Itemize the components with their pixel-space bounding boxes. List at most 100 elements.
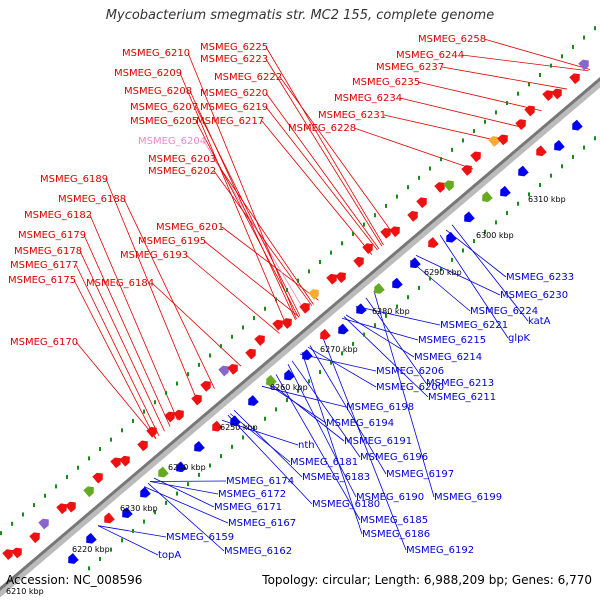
leader-line (261, 385, 347, 408)
tick-dot (341, 241, 343, 246)
tick-dot (517, 201, 519, 206)
tick-dot (451, 147, 453, 152)
forward-gene-label: MSMEG_6188 (58, 194, 126, 205)
scale-tick-label: 6270 kbp (320, 345, 358, 354)
leader-line (149, 481, 219, 495)
tick-dot (440, 157, 442, 162)
tick-dot (484, 229, 486, 234)
forward-gene-label: MSMEG_6244 (396, 50, 464, 61)
page-title: Mycobacterium smegmatis str. MC2 155, co… (105, 8, 495, 23)
leader-line (189, 90, 296, 320)
reverse-gene-feature (176, 461, 187, 473)
tick-dot (594, 26, 596, 31)
reverse-gene-feature (338, 323, 349, 335)
tick-dot (374, 323, 376, 328)
tick-dot (385, 313, 387, 318)
leader-line (451, 224, 529, 322)
leader-line (343, 316, 429, 398)
reverse-gene-feature (122, 507, 133, 518)
leader-line (299, 353, 377, 372)
leader-line (203, 240, 300, 318)
forward-gene-feature (29, 532, 40, 544)
reverse-gene-feature (320, 328, 331, 340)
length-value: 6,988,209 bp; (423, 573, 509, 587)
tick-dot (154, 510, 156, 515)
tick-dot (539, 183, 541, 187)
forward-gene-feature (569, 73, 580, 85)
forward-gene-label: MSMEG_6210 (122, 48, 190, 59)
tick-dot (22, 512, 24, 517)
reverse-gene-feature (464, 211, 475, 223)
genome-backbone (0, 77, 600, 598)
tick-dot (132, 528, 134, 533)
scale-tick-label: 6240 kbp (168, 463, 206, 472)
tick-dot (308, 269, 310, 274)
reverse-gene-label: MSMEG_6233 (506, 272, 574, 283)
leader-line (383, 114, 505, 143)
reverse-gene-label: glpK (508, 333, 530, 344)
accession-label: Accession: (6, 573, 70, 587)
leader-line (321, 335, 407, 551)
reverse-gene-feature (86, 532, 97, 544)
tick-dot (583, 35, 585, 40)
leader-line (483, 38, 591, 70)
leader-line (309, 345, 387, 475)
forward-gene-label: MSMEG_6225 (200, 42, 268, 53)
topology-value: circular; (322, 573, 371, 587)
scale-tick-label: 6310 kbp (528, 195, 566, 204)
tick-dot (198, 472, 200, 477)
forward-gene-feature (362, 243, 373, 255)
tick-dot (341, 351, 343, 356)
leader-line (143, 486, 229, 524)
reverse-gene-label: nth (298, 440, 315, 451)
forward-gene-feature (497, 134, 508, 146)
leader-line (265, 92, 380, 250)
tick-dot (0, 531, 2, 536)
reverse-gene-label: MSMEG_6200 (376, 382, 444, 393)
reverse-gene-label: MSMEG_6185 (360, 515, 428, 526)
tick-dot (561, 54, 563, 59)
forward-gene-feature (38, 518, 49, 530)
backbone-shadow (0, 78, 600, 598)
leader-line (365, 297, 427, 384)
tick-dot (176, 381, 178, 386)
reverse-gene-feature (482, 191, 493, 202)
reverse-gene-feature (446, 231, 457, 243)
tick-dot (99, 557, 101, 561)
tick-dot (550, 63, 552, 68)
leader-line (97, 525, 159, 556)
forward-gene-label: MSMEG_6209 (114, 68, 182, 79)
tick-dot (572, 154, 574, 159)
leader-lines (73, 38, 591, 556)
forward-gene-feature (146, 426, 157, 438)
tick-dot (550, 173, 552, 178)
forward-gene-feature (407, 211, 418, 222)
forward-gene-feature (110, 457, 121, 469)
tick-dot (363, 332, 365, 337)
tick-dot (539, 73, 541, 77)
forward-gene-label: MSMEG_6175 (8, 275, 76, 286)
tick-dot (363, 222, 365, 227)
reverse-gene-label: MSMEG_6206 (376, 366, 444, 377)
leader-line (213, 158, 314, 305)
reverse-gene-label: topA (158, 550, 181, 561)
forward-gene-feature (461, 165, 472, 176)
leader-line (147, 482, 225, 552)
tick-dot (231, 444, 233, 449)
tick-dot (374, 213, 376, 218)
tick-dot (473, 239, 475, 244)
leader-line (445, 229, 507, 278)
leader-line (441, 66, 568, 90)
tick-dot (352, 341, 354, 346)
reverse-gene-label: MSMEG_6180 (312, 499, 380, 510)
tick-dot (528, 192, 530, 197)
genes-value: 6,770 (557, 573, 592, 587)
tick-dot (44, 493, 46, 498)
leader-line (123, 198, 215, 389)
tick-dot (506, 101, 508, 106)
leader-line (213, 170, 313, 307)
reverse-gene-label: MSMEG_6197 (386, 469, 454, 480)
leader-line (179, 72, 288, 328)
tick-dot (528, 82, 530, 87)
reverse-gene-label: MSMEG_6198 (346, 402, 414, 413)
